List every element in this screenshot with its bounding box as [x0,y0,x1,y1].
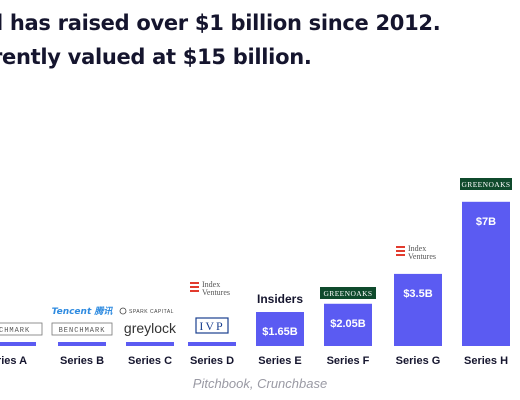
benchmark-logo-text: BENCHMARK [59,327,106,335]
benchmark-logo-text: NCHMARK [0,327,30,335]
ivp-logo [195,317,229,334]
greenoaks-logo [460,178,512,190]
index-ventures-mark [190,290,199,292]
benchmark-logo [51,322,113,336]
bar-series-b [58,342,106,346]
index-ventures-mark [190,286,199,288]
index-ventures-text: Index [202,280,220,289]
greenoaks-logo-text: GREENOAKS [461,180,510,189]
greylock-logo: greylock [124,320,177,336]
bar-series-f [324,303,372,346]
x-tick-label: Series D [190,355,234,367]
headline-line-2: rently valued at $15 billion. [0,45,312,69]
x-tick-label: ries A [0,355,27,367]
bar-series-h [462,201,510,346]
x-tick-label: Series H [464,355,508,367]
x-tick-label: Series C [128,355,172,367]
x-tick-label: Series E [258,355,301,367]
x-tick-label: Series F [327,355,370,367]
index-ventures-text: Ventures [408,252,436,261]
benchmark-logo [0,322,43,336]
bar-series-c [126,342,174,346]
spark-capital-icon [119,307,127,315]
ivp-logo-text: IVP [199,319,224,333]
bar-value-label: $3.5B [403,288,432,300]
index-ventures-mark [396,250,405,252]
index-ventures-mark [396,246,405,248]
bar-series-d [188,342,236,346]
bar-value-label: $1.65B [262,326,298,338]
tencent-logo: Tencent 腾讯 [52,306,114,317]
index-ventures-mark [396,254,405,256]
source-credit: Pitchbook, Crunchbase [192,376,328,391]
x-tick-label: Series B [60,355,104,367]
bar-series-e [256,312,304,346]
headline: l has raised over $1 billion since 2012.… [0,6,520,74]
headline-line-1: l has raised over $1 billion since 2012. [0,11,441,35]
bar-series-g [394,273,442,346]
spark-capital-logo: SPARK CAPITAL [129,309,174,315]
index-ventures-text: Ventures [202,288,230,297]
greenoaks-logo [320,287,376,299]
x-tick-label: Series G [396,355,441,367]
bar-value-label: $7B [476,216,496,228]
insiders-label: Insiders [257,292,303,306]
index-ventures-text: Index [408,244,426,253]
bar-value-label: $2.05B [330,318,366,330]
bar-series-a [0,342,36,346]
greenoaks-logo-text: GREENOAKS [323,289,372,298]
index-ventures-mark [190,282,199,284]
